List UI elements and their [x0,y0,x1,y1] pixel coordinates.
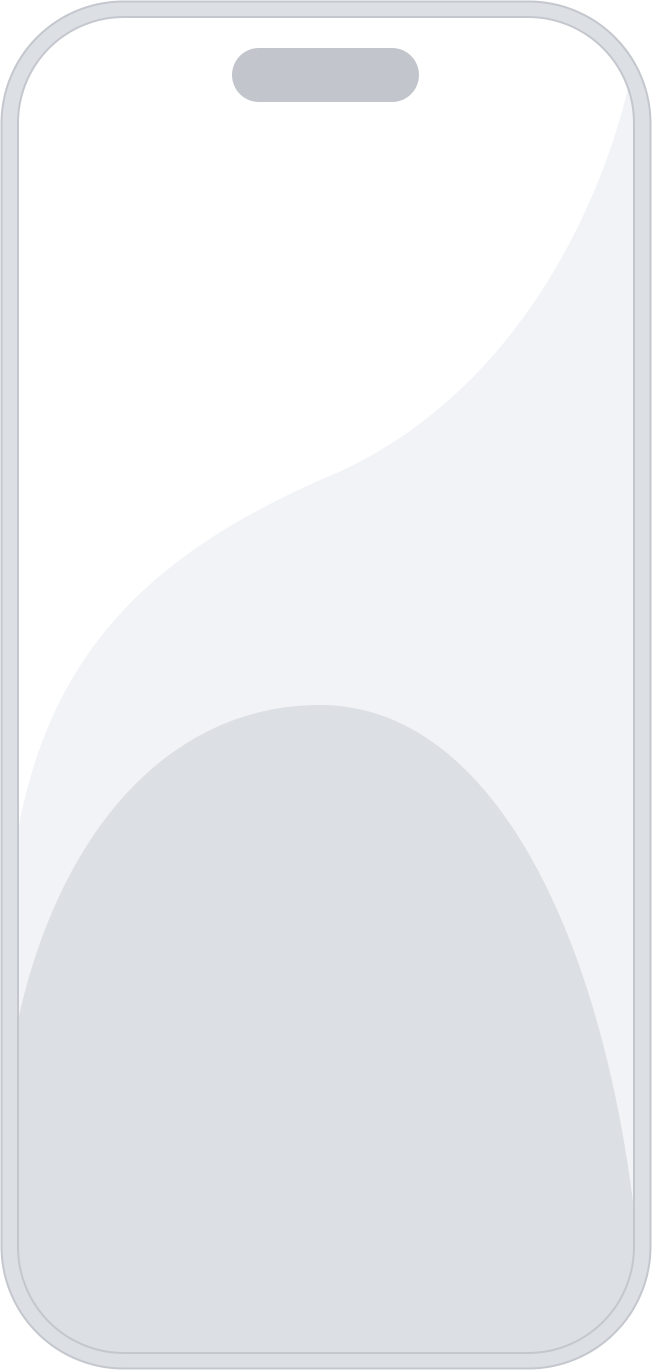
wallpaper [18,60,634,1353]
wallpaper-dark-wave [18,705,634,1353]
dynamic-island [232,48,419,102]
screen-bezel-edge [17,16,635,1354]
